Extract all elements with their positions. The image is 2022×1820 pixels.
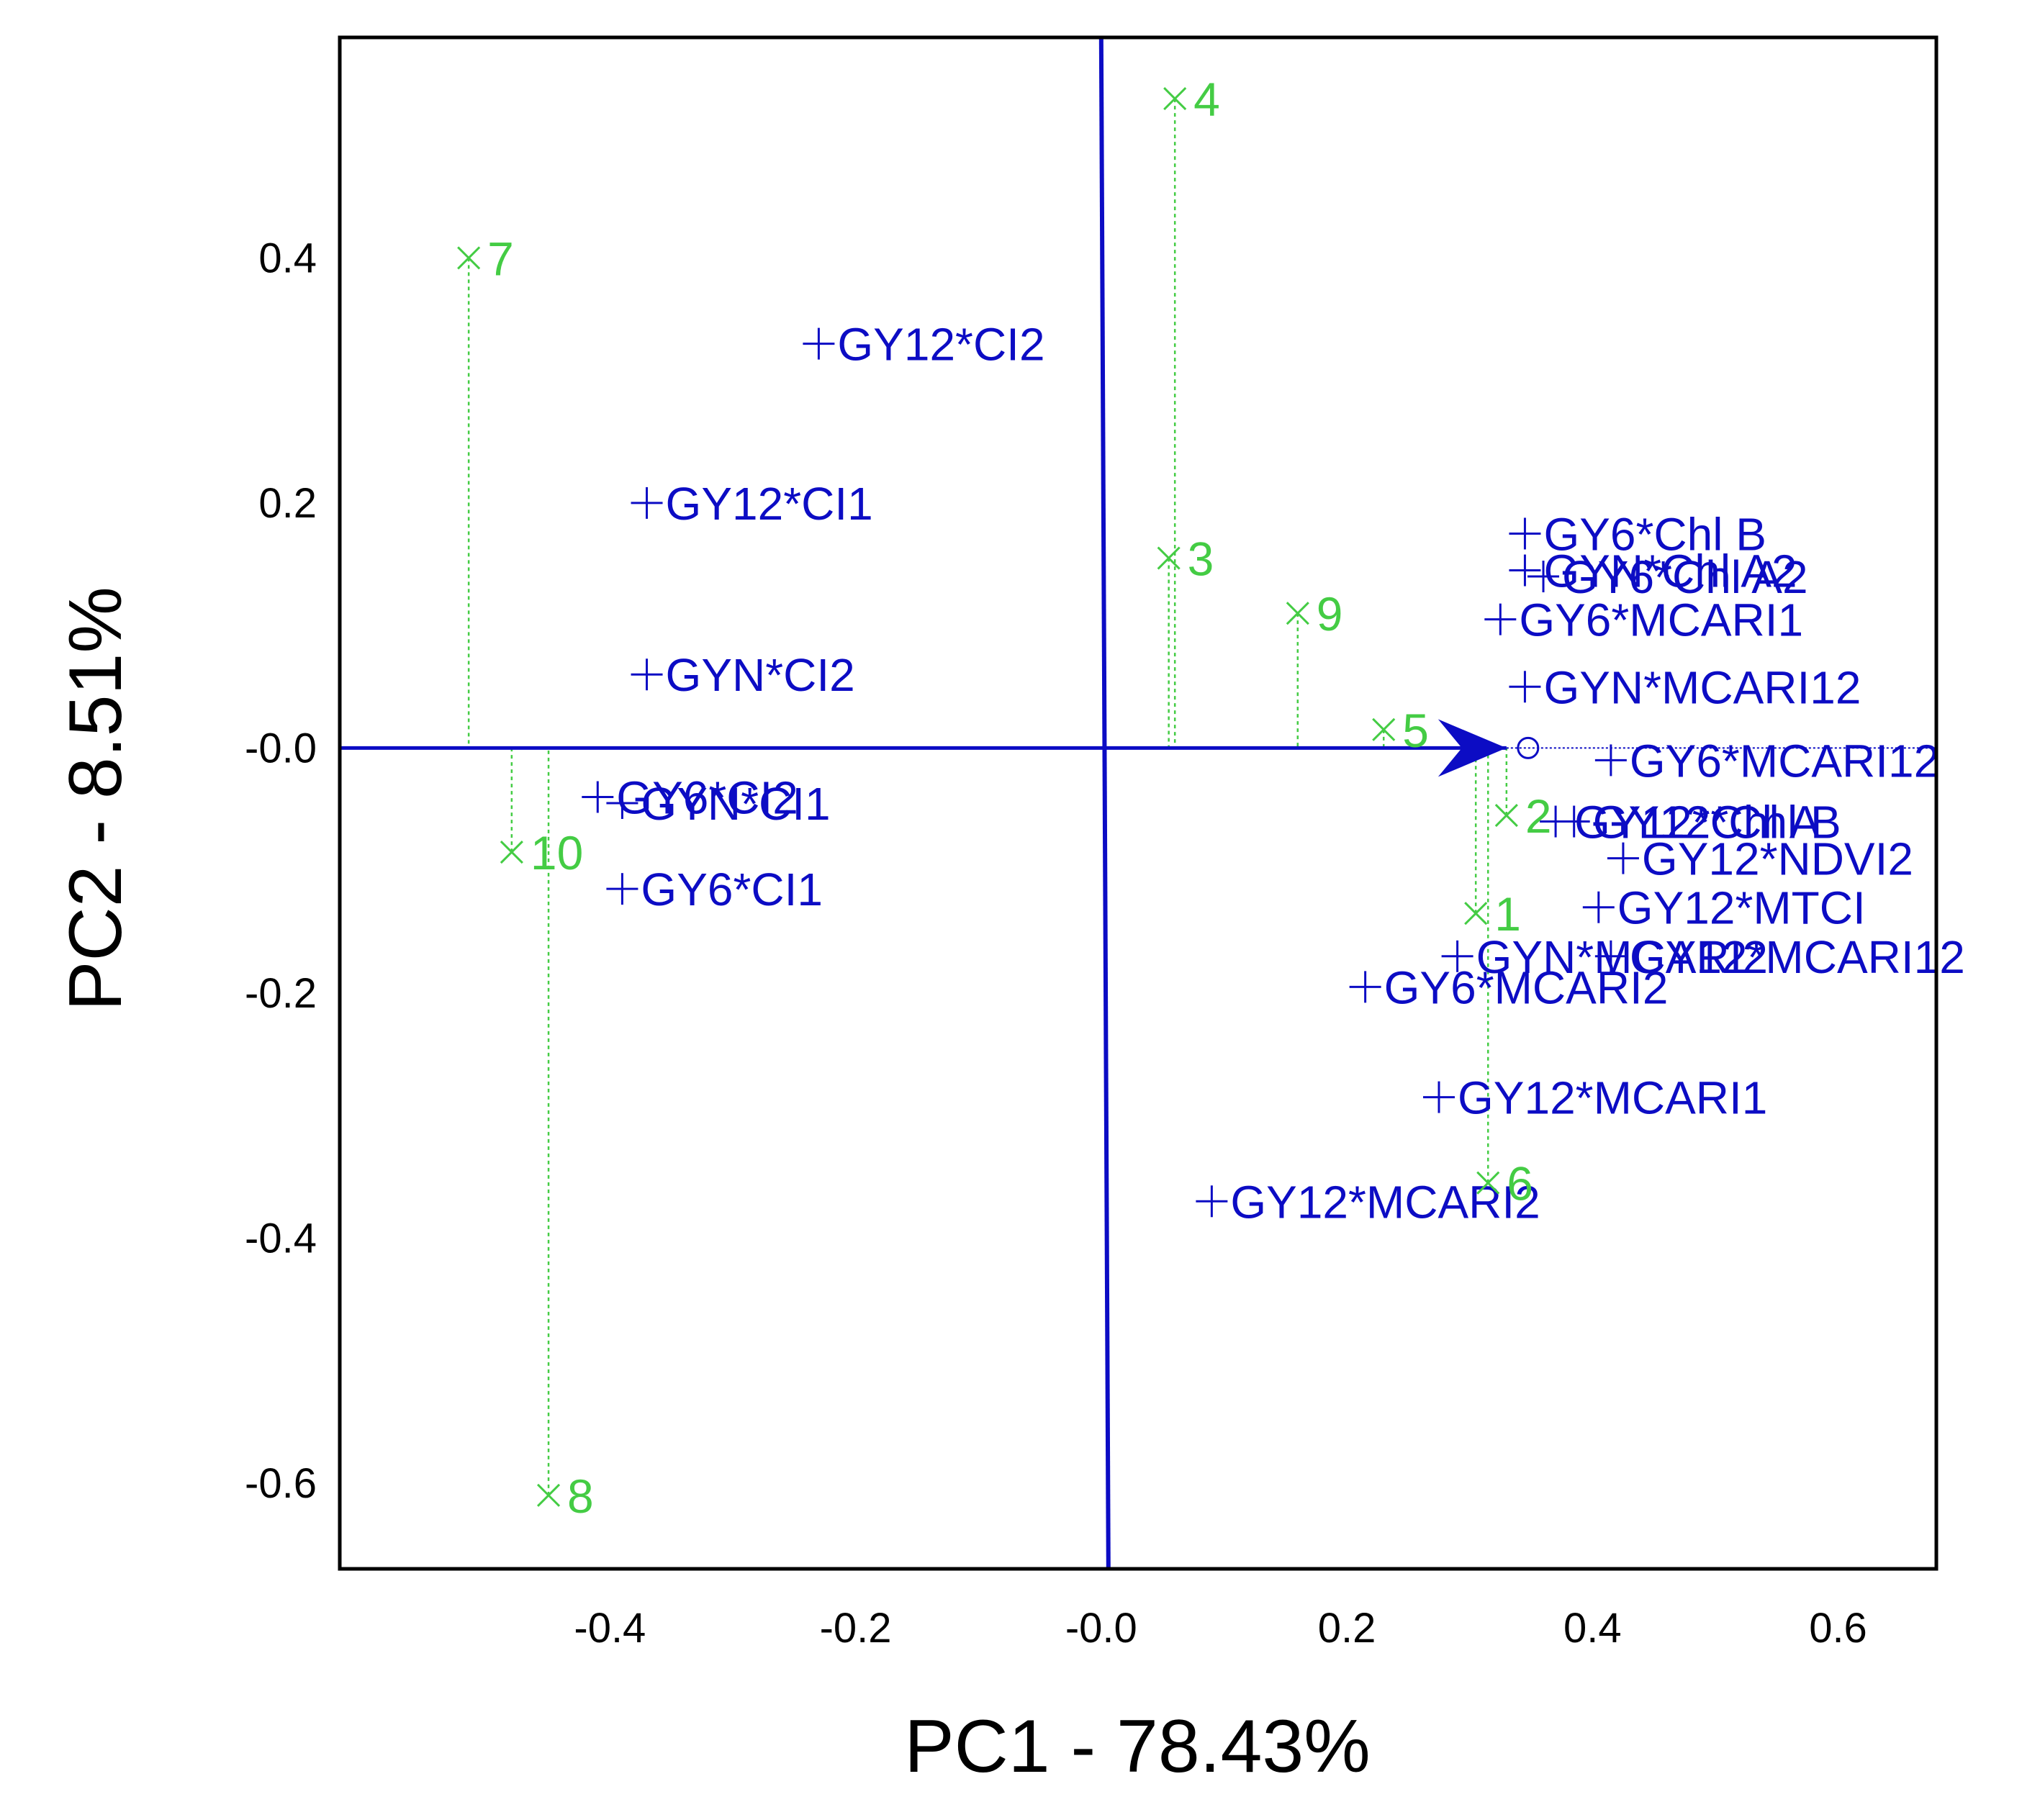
observation-point: 10 [500,826,583,879]
observation-cross-icon [1464,902,1488,925]
x-tick-label: 0.4 [1563,1605,1622,1652]
variable-point: GYN*Chl A2 [1509,545,1797,597]
x-tick-labels: -0.4 -0.2 -0.0 0.2 0.4 0.6 [574,1605,1867,1652]
variable-label: GYN*CI1 [641,778,830,830]
observation-label: 4 [1193,73,1220,126]
variable-label: GY12*CI2 [837,319,1044,371]
variable-point: GYN*MCARI12 [1509,661,1861,713]
plot-frame [338,35,1938,1571]
observation-point: 8 [536,1470,594,1523]
observation-label: 2 [1525,789,1552,843]
variable-point: GY6*MCARI2 [1349,961,1669,1013]
variable-label: GY12*CI1 [666,478,873,530]
variable-point: GY12*Chl A [1540,797,1820,848]
x-tick-label: -0.4 [574,1605,646,1652]
variable-label: GYN*MCARI2 [1476,931,1768,983]
observation-projection-lines [467,99,1508,1495]
variable-point: GY6*CI2 [582,771,798,823]
y-tick-label: -0.2 [245,970,317,1017]
variable-point: GY6*Chl A2 [1527,551,1808,603]
observation-point: 3 [1157,533,1214,586]
observation-label: 1 [1494,887,1521,941]
observation-label: 6 [1507,1157,1533,1210]
variable-label: GY6*CI2 [616,771,798,823]
variable-point: GY6*MCARI1 [1484,594,1803,646]
variable-label: GY6*MCARI2 [1384,961,1669,1013]
observation-cross-icon [1476,1171,1500,1195]
observation-cross-icon [536,1483,561,1507]
y-tick-label: -0.0 [245,725,317,771]
observation-cross-icon [457,246,481,270]
variable-label: GY12*Chl A [1574,797,1820,848]
variable-point: GY12*MCARI12 [1594,931,1965,983]
observation-label: 3 [1188,533,1214,586]
variable-label: GYN*Chl A2 [1543,545,1797,597]
observation-label: 10 [531,826,583,879]
observation-point: 2 [1494,789,1552,843]
pc2-axis-line [1098,37,1111,1570]
variable-label: GYN*CI2 [666,649,855,701]
observation-point: 1 [1464,887,1521,941]
observation-point: 5 [1372,704,1429,757]
y-tick-label: 0.2 [258,480,317,527]
variable-label: GY12*MCARI2 [1230,1176,1540,1228]
y-tick-label: -0.4 [245,1215,317,1262]
x-tick-label: -0.2 [820,1605,892,1652]
variable-point: GYN*CI1 [606,778,831,830]
variable-label: GY6*Chl B [1543,508,1766,560]
y-tick-label: 0.4 [258,235,317,281]
x-axis-label: PC1 - 78.43% [904,1705,1370,1788]
observation-label: 9 [1317,587,1343,640]
observation-cross-icon [1372,717,1396,741]
variable-label: GY12*MCARI1 [1458,1072,1767,1124]
variable-point: GY6*MCARI12 [1594,735,1939,787]
y-axis-label: PC2 - 8.51% [54,587,137,1011]
observation-points: 12 3 4 5 6 7 8 9 10 [457,73,1552,1523]
observation-point: 7 [457,232,514,285]
variable-point: GY12*CI2 [803,319,1045,371]
variable-point: GYN*CI2 [631,649,855,701]
observation-cross-icon [500,841,523,864]
variable-label: GY12*MTCI [1617,882,1866,934]
variable-label: GY6*Chl A2 [1562,551,1808,603]
variable-point: GY6*CI1 [606,864,823,915]
observation-cross-icon [1157,546,1181,570]
variable-point: GYN*MCARI2 [1441,931,1768,983]
variable-point: GY12*MCARI1 [1423,1072,1767,1124]
variable-point: GY6*Chl B [1509,508,1766,560]
variable-label: GYN*MCARI12 [1543,661,1861,713]
variable-point: GY12*CI1 [631,478,873,530]
observation-cross-icon [1163,87,1187,111]
variable-label: GY12*NDVI2 [1642,833,1913,885]
pc1-arrow-head [1437,719,1507,777]
variable-label: GY6*MCARI1 [1519,594,1803,646]
observation-label: 7 [487,232,514,285]
x-tick-label: 0.6 [1809,1605,1867,1652]
variable-point: GY12*NDVI2 [1607,833,1913,885]
variable-label: GY6*CI1 [641,864,823,915]
observation-cross-icon [1286,602,1309,625]
variable-label: GY12*Chl B [1593,797,1841,848]
observation-point: 4 [1163,73,1220,126]
observation-point: 9 [1286,587,1343,640]
variable-label: GY6*MCARI12 [1630,735,1939,787]
x-tick-label: 0.2 [1318,1605,1376,1652]
observation-label: 5 [1402,704,1429,757]
y-tick-label: -0.6 [245,1460,317,1507]
observation-label: 8 [567,1470,594,1523]
arrow-marker-circle [1517,736,1540,759]
y-tick-labels: 0.4 0.2 -0.0 -0.2 -0.4 -0.6 [245,235,317,1506]
variable-label: GY12*MCARI12 [1630,931,1965,983]
variable-point: GY12*Chl B [1558,797,1841,848]
variable-point: GY12*MTCI [1582,882,1866,934]
observation-point: 6 [1476,1157,1533,1210]
observation-cross-icon [1494,803,1518,828]
pc-axes [340,37,1936,1570]
x-tick-label: -0.0 [1065,1605,1137,1652]
